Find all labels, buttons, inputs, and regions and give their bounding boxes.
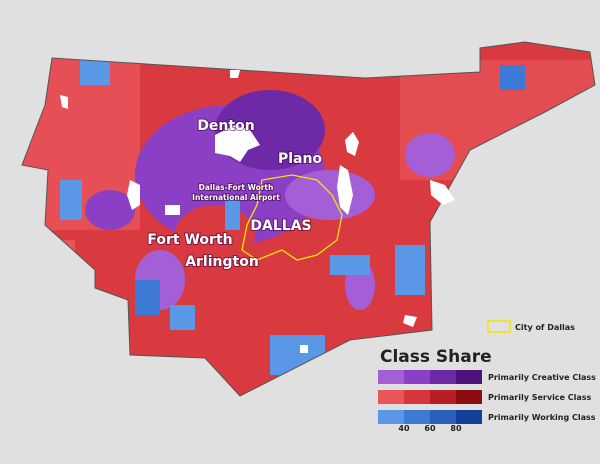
legend-swatch — [456, 410, 482, 424]
legend-label: Primarily Working Class — [488, 413, 596, 422]
boundary-swatch — [487, 320, 511, 333]
working-area — [135, 280, 160, 315]
place-label: Denton — [197, 118, 254, 134]
lake — [127, 180, 140, 210]
place-label: Arlington — [185, 254, 259, 270]
working-area — [500, 65, 525, 90]
lake — [230, 70, 240, 78]
legend-label: Primarily Creative Class — [488, 373, 596, 382]
creative-area — [405, 133, 455, 177]
lake — [403, 315, 417, 327]
legend-swatch — [430, 410, 456, 424]
working-area — [60, 180, 82, 220]
creative-area — [85, 190, 135, 230]
legend-swatch — [430, 390, 456, 404]
legend-swatch — [404, 390, 430, 404]
place-labels: Denton Plano Dallas-Fort WorthInternationa… — [146, 117, 323, 271]
place-label: DALLAS — [250, 218, 311, 234]
working-area — [80, 60, 110, 85]
city-of-dallas-boundary — [241, 174, 343, 261]
legend-tick: 80 — [450, 424, 462, 433]
legend-swatch — [430, 370, 456, 384]
working-area — [330, 255, 370, 275]
working-area — [225, 200, 240, 230]
legend-swatch — [378, 370, 404, 384]
legend-swatch — [378, 410, 404, 424]
lake — [60, 95, 68, 109]
lake — [165, 205, 180, 215]
lake — [215, 125, 260, 162]
lake — [345, 132, 359, 156]
working-area — [270, 335, 325, 375]
legend-swatch — [456, 370, 482, 384]
legend-title: Class Share — [380, 347, 492, 367]
place-label: Dallas-Fort Worth — [199, 183, 274, 192]
place-label: Plano — [278, 151, 322, 167]
service-area — [45, 240, 75, 260]
lake — [300, 345, 308, 353]
legend: City of Dallas Class Share Primarily Creat… — [378, 320, 596, 433]
lake — [430, 180, 455, 205]
place-label: Fort Worth — [147, 232, 232, 248]
legend-swatch — [456, 390, 482, 404]
creative-area — [285, 170, 375, 220]
legend-label: Primarily Service Class — [488, 393, 592, 402]
working-area — [395, 245, 425, 295]
boundary-label: City of Dallas — [515, 323, 575, 332]
working-area — [170, 305, 195, 330]
legend-swatch — [404, 370, 430, 384]
legend-tick: 40 — [398, 424, 410, 433]
lakes — [60, 70, 455, 353]
region-outline — [21, 41, 596, 397]
legend-swatch — [378, 390, 404, 404]
legend-swatch — [404, 410, 430, 424]
lake — [337, 165, 353, 215]
legend-tick: 60 — [424, 424, 436, 433]
place-label: International Airport — [192, 193, 280, 202]
